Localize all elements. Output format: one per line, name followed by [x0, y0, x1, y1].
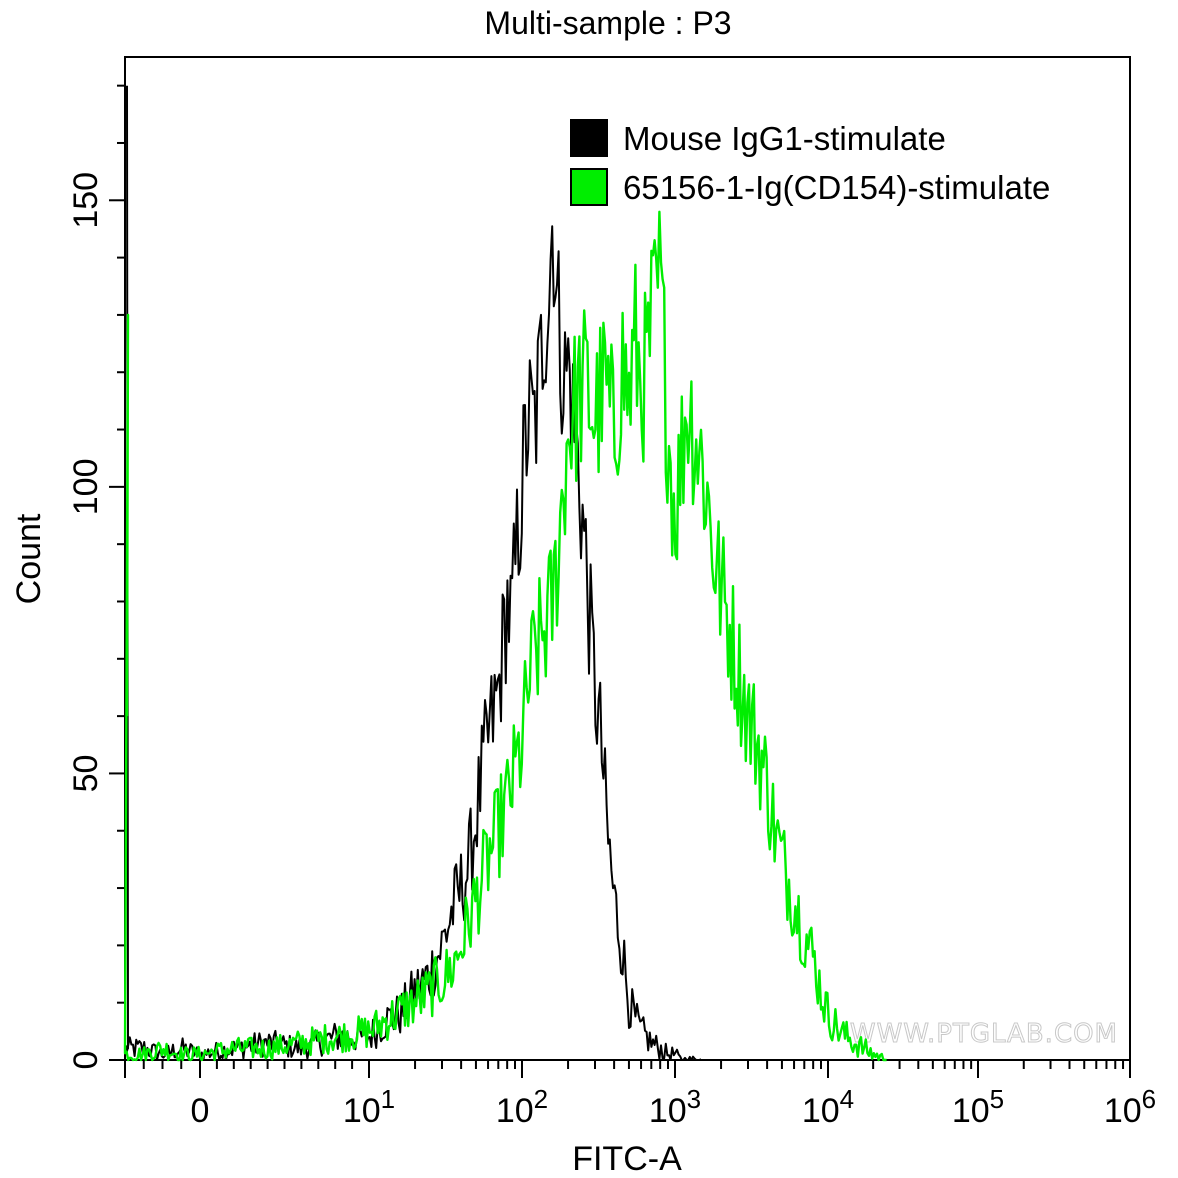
y-axis: 0 50 100 150: [67, 84, 125, 1070]
legend-label: Mouse IgG1-stimulate: [623, 120, 946, 157]
x-tick-label: 104: [802, 1084, 854, 1130]
x-tick-label: 102: [496, 1084, 548, 1130]
legend-swatch: [570, 119, 608, 157]
legend-label: 65156-1-Ig(CD154)-stimulate: [623, 169, 1050, 206]
x-tick-label: 106: [1104, 1084, 1156, 1130]
watermark-text: WWW.PTGLAB.COM: [850, 1019, 1118, 1049]
y-tick-label: 100: [67, 458, 105, 515]
x-tick-label: 103: [649, 1084, 701, 1130]
y-axis-label: Count: [10, 513, 48, 604]
series-line-cd154: [123, 210, 887, 1062]
y-tick-label: 0: [67, 1051, 105, 1070]
x-tick-label: 101: [343, 1084, 395, 1130]
x-axis-label: FITC-A: [572, 1140, 682, 1178]
y-tick-label: 150: [67, 172, 105, 229]
x-axis: 0 101 102 103 104 105 106: [124, 1060, 1156, 1130]
x-tick-label: 105: [952, 1084, 1004, 1130]
legend-swatch: [570, 168, 608, 206]
series-layer: [123, 85, 887, 1062]
chart-title: Multi-sample : P3: [484, 5, 731, 41]
series-line-isotype: [124, 85, 702, 1061]
x-tick-label: 0: [191, 1092, 210, 1130]
plot-frame: [124, 56, 1131, 1061]
y-tick-label: 50: [67, 755, 105, 793]
legend: Mouse IgG1-stimulate 65156-1-Ig(CD154)-st…: [570, 119, 1050, 206]
